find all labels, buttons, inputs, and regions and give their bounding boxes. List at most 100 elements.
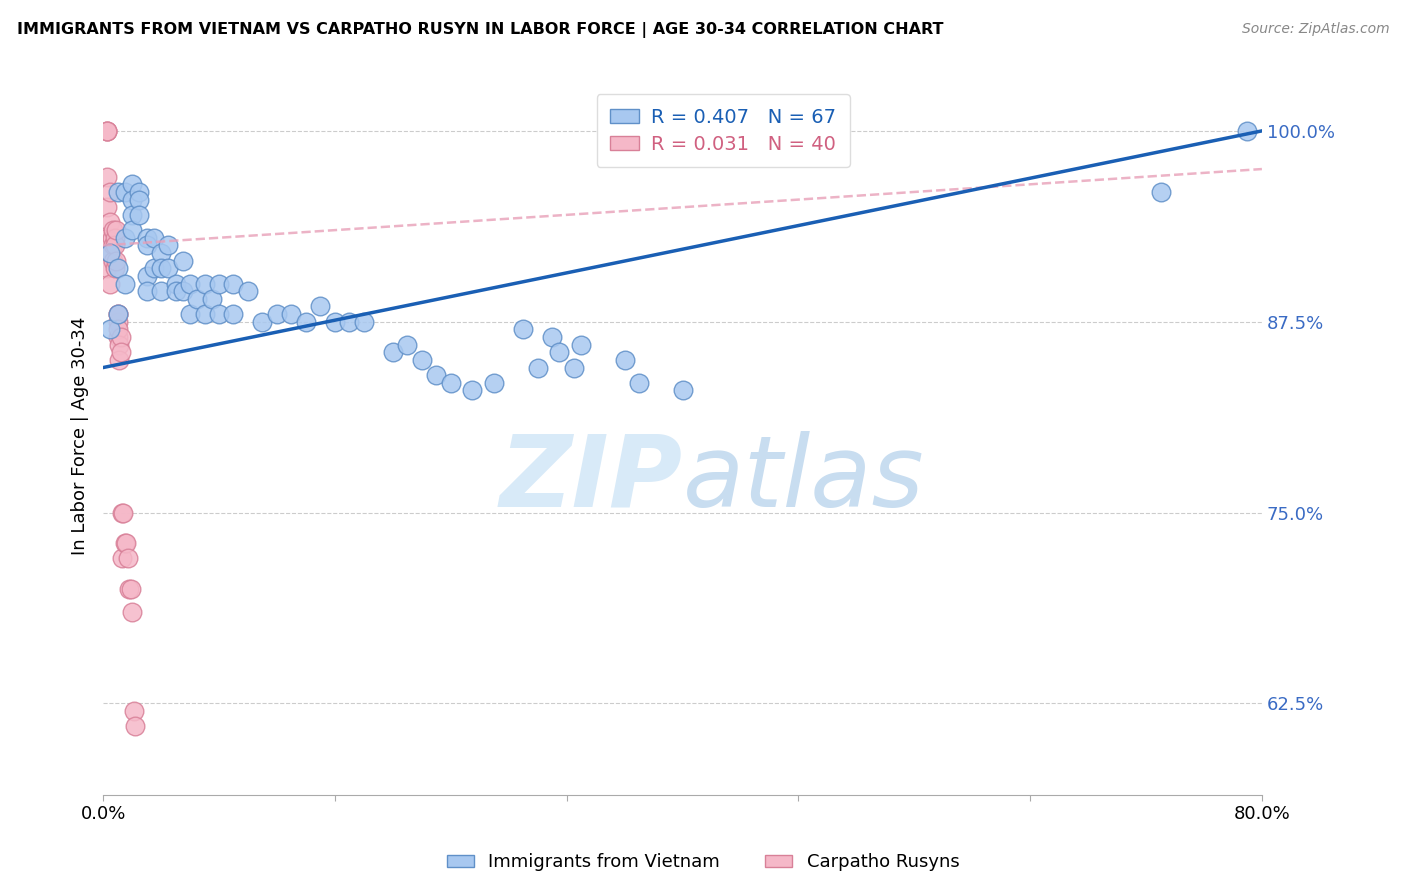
Point xyxy=(122,704,145,718)
Point xyxy=(96,124,118,138)
Point xyxy=(96,200,118,214)
Point xyxy=(107,307,129,321)
Point xyxy=(114,277,136,291)
Point xyxy=(628,376,651,390)
Point xyxy=(548,345,571,359)
Point xyxy=(121,208,143,222)
Point xyxy=(96,261,118,276)
Point xyxy=(186,292,208,306)
Point xyxy=(100,215,122,229)
Point xyxy=(121,605,143,619)
Point xyxy=(121,178,143,192)
Point xyxy=(222,277,245,291)
Point xyxy=(121,223,143,237)
Point xyxy=(128,193,150,207)
Point xyxy=(135,284,157,298)
Point xyxy=(461,384,484,398)
Point xyxy=(157,261,180,276)
Point xyxy=(236,284,259,298)
Point xyxy=(96,124,118,138)
Point xyxy=(353,315,375,329)
Point xyxy=(280,307,302,321)
Point xyxy=(100,277,122,291)
Point xyxy=(115,536,138,550)
Point xyxy=(425,368,447,383)
Point xyxy=(1236,124,1258,138)
Point xyxy=(172,253,194,268)
Point xyxy=(96,231,118,245)
Point xyxy=(96,124,118,138)
Point xyxy=(104,238,127,252)
Point xyxy=(101,231,124,245)
Point xyxy=(120,582,142,596)
Point xyxy=(103,238,125,252)
Text: ZIP: ZIP xyxy=(499,431,682,528)
Point xyxy=(111,551,134,566)
Point xyxy=(108,352,131,367)
Point xyxy=(108,337,131,351)
Point xyxy=(107,261,129,276)
Y-axis label: In Labor Force | Age 30-34: In Labor Force | Age 30-34 xyxy=(72,317,89,556)
Point xyxy=(150,246,173,260)
Legend: Immigrants from Vietnam, Carpatho Rusyns: Immigrants from Vietnam, Carpatho Rusyns xyxy=(440,847,966,879)
Point xyxy=(150,284,173,298)
Point xyxy=(201,292,224,306)
Point xyxy=(100,246,122,260)
Point xyxy=(124,719,146,733)
Text: atlas: atlas xyxy=(682,431,924,528)
Point xyxy=(100,246,122,260)
Text: IMMIGRANTS FROM VIETNAM VS CARPATHO RUSYN IN LABOR FORCE | AGE 30-34 CORRELATION: IMMIGRANTS FROM VIETNAM VS CARPATHO RUSY… xyxy=(17,22,943,38)
Point xyxy=(613,352,636,367)
Point xyxy=(128,208,150,222)
Point xyxy=(193,307,215,321)
Point xyxy=(111,506,134,520)
Point xyxy=(114,536,136,550)
Point xyxy=(103,223,125,237)
Point xyxy=(107,185,129,199)
Point xyxy=(252,315,274,329)
Point xyxy=(117,551,139,566)
Point xyxy=(222,307,245,321)
Point xyxy=(100,185,122,199)
Point xyxy=(110,345,132,359)
Point xyxy=(104,261,127,276)
Point xyxy=(484,376,506,390)
Point xyxy=(157,238,180,252)
Point xyxy=(110,330,132,344)
Point xyxy=(121,193,143,207)
Point xyxy=(381,345,404,359)
Point xyxy=(135,268,157,283)
Point xyxy=(107,307,129,321)
Point xyxy=(107,322,129,336)
Point xyxy=(107,307,129,321)
Point xyxy=(114,231,136,245)
Point xyxy=(541,330,564,344)
Point xyxy=(100,322,122,336)
Point xyxy=(1149,185,1171,199)
Point xyxy=(107,315,129,329)
Point xyxy=(411,352,433,367)
Point xyxy=(526,360,548,375)
Point xyxy=(337,315,360,329)
Point xyxy=(96,169,118,184)
Point xyxy=(128,185,150,199)
Point xyxy=(179,277,201,291)
Point xyxy=(135,238,157,252)
Point xyxy=(114,185,136,199)
Point xyxy=(193,277,215,291)
Point xyxy=(512,322,534,336)
Point xyxy=(671,384,693,398)
Point xyxy=(104,231,127,245)
Point xyxy=(105,223,128,237)
Point xyxy=(172,284,194,298)
Point xyxy=(440,376,463,390)
Point xyxy=(105,253,128,268)
Point xyxy=(309,300,332,314)
Point xyxy=(150,261,173,276)
Point xyxy=(118,582,141,596)
Point xyxy=(103,253,125,268)
Point xyxy=(107,330,129,344)
Point xyxy=(323,315,346,329)
Point xyxy=(266,307,288,321)
Point xyxy=(569,337,592,351)
